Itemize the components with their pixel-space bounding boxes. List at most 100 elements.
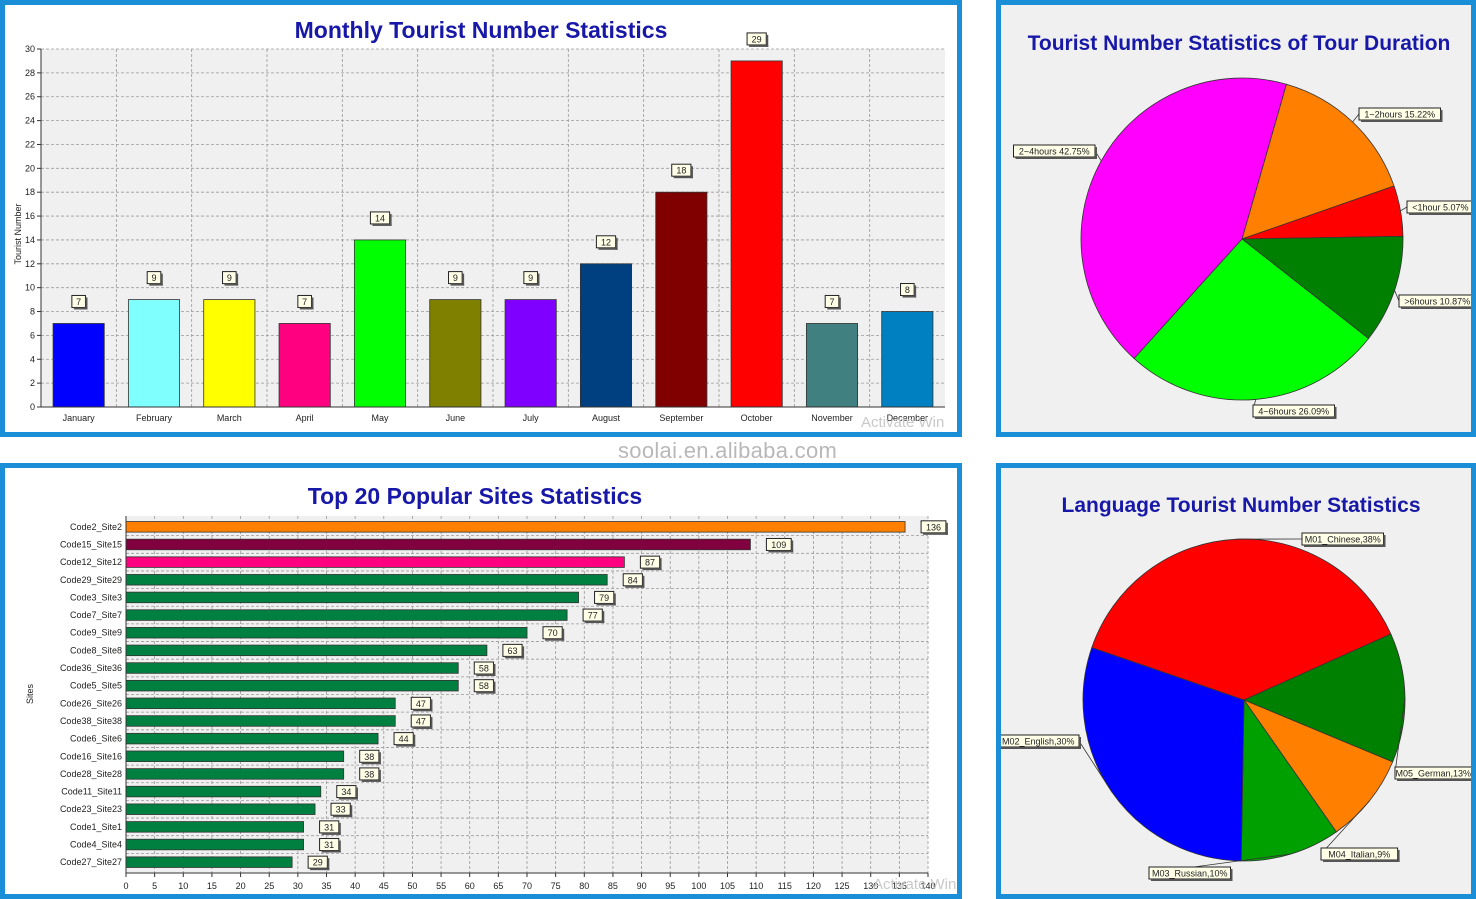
sites-bar: [125, 768, 345, 780]
svg-text:M04_Italian,9%: M04_Italian,9%: [1328, 850, 1390, 860]
monthly-data-label: 29: [746, 32, 769, 47]
sites-x-tick-label: 115: [778, 881, 792, 891]
svg-text:7: 7: [829, 297, 834, 307]
sites-data-label: 58: [473, 679, 496, 694]
pie-slice: [1240, 698, 1337, 862]
sites-data-label: 136: [920, 520, 948, 535]
svg-text:38: 38: [364, 752, 374, 762]
monthly-y-axis-label: Tourist Number: [13, 203, 23, 264]
svg-text:70: 70: [548, 628, 558, 638]
pie-slice: [1133, 238, 1370, 401]
sites-data-label: 31: [319, 838, 341, 853]
sites-data-label: 33: [330, 802, 353, 818]
monthly-y-tick-label: 6: [30, 330, 35, 340]
monthly-bar: [278, 323, 331, 408]
sites-y-tick-label: Code28_Site28: [60, 769, 122, 779]
monthly-bar: [353, 239, 407, 408]
monthly-x-tick-label: February: [136, 413, 173, 423]
sites-data-label: 58: [473, 661, 496, 677]
svg-text:47: 47: [416, 699, 426, 709]
sites-data-label: 29: [307, 855, 330, 871]
sites-bar: [125, 715, 396, 727]
sites-x-tick-label: 30: [293, 881, 303, 891]
monthly-data-label: 12: [595, 235, 618, 250]
monthly-y-tick-label: 10: [25, 283, 35, 293]
monthly-x-tick-label: April: [296, 413, 314, 423]
monthly-x-tick-label: December: [887, 413, 929, 423]
pie-leader-line: [1400, 206, 1408, 212]
svg-text:79: 79: [599, 593, 609, 603]
sites-x-tick-label: 45: [379, 881, 389, 891]
svg-text:44: 44: [399, 734, 409, 744]
sites-y-tick-label: Code15_Site15: [60, 539, 122, 549]
sites-bar: [125, 803, 316, 815]
sites-chart-panel: Top 20 Popular Sites Statistics Sites 13…: [0, 463, 962, 899]
sites-y-tick-label: Code2_Site2: [70, 522, 122, 532]
pie-leader-line: [1320, 800, 1370, 855]
svg-text:M05_German,13%: M05_German,13%: [1396, 769, 1471, 779]
pie-slice: [1240, 235, 1404, 340]
sites-y-tick-label: Code11_Site11: [61, 787, 122, 797]
pie-data-label: >6hours 10.87%: [1398, 294, 1471, 309]
pie-data-label: M02_English,30%: [1001, 734, 1081, 749]
svg-text:34: 34: [341, 787, 351, 797]
sites-x-tick-label: 140: [920, 881, 935, 891]
pie-data-label: <1hour 5.07%: [1406, 200, 1471, 215]
monthly-bar: [504, 299, 557, 408]
sites-bar: [125, 574, 608, 586]
monthly-x-tick-label: September: [659, 413, 703, 423]
sites-bar: [125, 627, 528, 639]
sites-bar: [125, 609, 568, 621]
sites-bar: [125, 679, 459, 692]
pie-slice: [1080, 77, 1287, 360]
sites-y-tick-label: Code3_Site3: [70, 592, 122, 602]
monthly-y-tick-label: 24: [25, 116, 35, 126]
pie-data-label: M05_German,13%: [1394, 766, 1471, 781]
sites-bar: [125, 538, 751, 551]
monthly-chart: Monthly Tourist Number Statistics Touris…: [13, 17, 945, 423]
monthly-y-tick-label: 26: [25, 92, 35, 102]
sites-x-tick-label: 70: [522, 881, 532, 891]
svg-text:M03_Russian,10%: M03_Russian,10%: [1152, 869, 1228, 879]
monthly-y-tick-label: 2: [30, 378, 35, 388]
monthly-data-label: 18: [671, 163, 693, 179]
sites-y-tick-label: Code29_Site29: [60, 575, 122, 585]
svg-text:7: 7: [302, 297, 307, 307]
pie-data-label: M03_Russian,10%: [1148, 866, 1233, 881]
monthly-bar: [579, 263, 633, 408]
sites-y-tick-label: Code6_Site6: [70, 734, 122, 744]
sites-y-tick-label: Code5_Site5: [70, 681, 122, 691]
svg-text:29: 29: [752, 34, 762, 44]
monthly-data-label: 7: [71, 294, 88, 310]
monthly-bar: [203, 299, 256, 408]
monthly-chart-panel: Monthly Tourist Number Statistics Touris…: [0, 0, 962, 437]
duration-chart: Tourist Number Statistics of Tour Durati…: [1001, 5, 1471, 432]
sites-data-label: 84: [622, 573, 645, 588]
monthly-y-tick-label: 8: [30, 307, 35, 317]
sites-x-tick-label: 60: [465, 881, 475, 891]
monthly-x-tick-label: November: [811, 413, 853, 423]
sites-bar: [125, 591, 579, 604]
sites-y-tick-label: Code27_Site27: [60, 857, 122, 867]
svg-text:9: 9: [453, 273, 458, 283]
sites-bar: [125, 732, 379, 745]
sites-bar: [125, 697, 396, 710]
pie-data-label: M01_Chinese,38%: [1301, 532, 1386, 547]
sites-y-tick-label: Code8_Site8: [70, 645, 122, 655]
svg-text:18: 18: [676, 166, 686, 176]
language-chart: Language Tourist Number Statistics M01_C…: [1001, 468, 1471, 894]
pie-data-label: M04_Italian,9%: [1320, 847, 1400, 862]
svg-text:9: 9: [528, 273, 533, 283]
sites-x-tick-label: 110: [749, 881, 763, 891]
svg-text:M01_Chinese,38%: M01_Chinese,38%: [1305, 535, 1381, 545]
sites-data-label: 109: [765, 537, 794, 553]
monthly-x-tick-label: June: [446, 413, 466, 423]
monthly-x-tick-label: May: [371, 413, 389, 423]
sites-y-tick-label: Code26_Site26: [60, 698, 122, 708]
sites-x-tick-label: 85: [608, 881, 618, 891]
svg-text:9: 9: [151, 273, 156, 283]
pie-data-label: 2~4hours 42.75%: [1013, 144, 1097, 159]
sites-data-label: 70: [542, 626, 565, 641]
sites-bar: [125, 644, 488, 657]
sites-x-tick-label: 10: [178, 881, 188, 891]
